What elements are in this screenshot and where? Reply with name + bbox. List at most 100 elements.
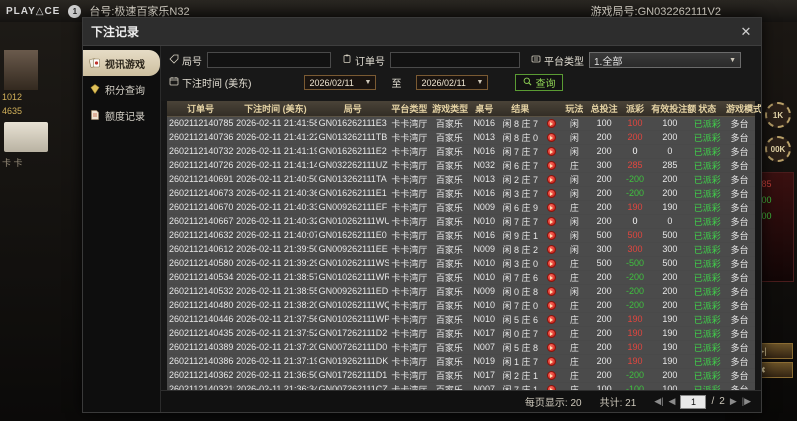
replay-cell[interactable] <box>540 228 562 243</box>
replay-icon[interactable] <box>546 357 556 367</box>
replay-cell[interactable] <box>540 214 562 229</box>
replay-cell[interactable] <box>540 284 562 299</box>
total-bet-cell: 500 <box>587 256 621 271</box>
game-type-cell: 百家乐 <box>430 284 469 299</box>
payout-cell: -200 <box>620 284 650 299</box>
bet-time-cell: 2026-02-11 21:36:50 <box>234 368 317 383</box>
sidebar-item-quota-records[interactable]: 额度记录 <box>83 102 160 128</box>
sidebar-item-points-query[interactable]: 积分查询 <box>83 76 160 102</box>
replay-icon[interactable] <box>546 315 556 325</box>
replay-icon[interactable] <box>546 343 556 353</box>
status-cell: 已派彩 <box>690 228 724 243</box>
replay-cell[interactable] <box>540 382 562 390</box>
valid-bet-cell: 0 <box>649 214 691 229</box>
page-number-input[interactable] <box>680 394 707 409</box>
replay-cell[interactable] <box>540 354 562 369</box>
order-no-input[interactable] <box>390 52 520 68</box>
replay-icon[interactable] <box>546 329 556 339</box>
replay-cell[interactable] <box>540 326 562 341</box>
replay-icon[interactable] <box>546 371 556 381</box>
replay-cell[interactable] <box>540 144 562 159</box>
player-cards <box>4 122 48 152</box>
replay-cell[interactable] <box>540 256 562 271</box>
replay-cell[interactable] <box>540 186 562 201</box>
play-type-cell: 庄 <box>561 340 588 355</box>
platform-cell: 卡卡湾厅 <box>388 298 431 313</box>
total-bet-cell: 500 <box>587 228 621 243</box>
round-no-cell: GN032262111UZ <box>316 158 389 173</box>
replay-icon[interactable] <box>546 203 556 213</box>
date-to-picker[interactable]: 2026/02/11 ▼ <box>416 75 489 90</box>
cards-icon <box>89 57 101 69</box>
game-mode-cell: 多台 <box>723 284 755 299</box>
replay-cell[interactable] <box>540 368 562 383</box>
replay-icon[interactable] <box>546 231 556 241</box>
bet-time-cell: 2026-02-11 21:40:07 <box>234 228 317 243</box>
diamond-icon <box>89 83 101 95</box>
platform-type-select[interactable]: 1.全部 ▼ <box>589 52 741 68</box>
replay-icon[interactable] <box>546 119 556 129</box>
replay-cell[interactable] <box>540 158 562 173</box>
replay-cell[interactable] <box>540 242 562 257</box>
table-row: 2602112140670102026-02-11 21:40:33GN0092… <box>167 200 755 215</box>
replay-icon[interactable] <box>546 133 556 143</box>
round-no-input[interactable] <box>207 52 331 68</box>
table-no-cell: N009 <box>468 284 500 299</box>
replay-cell[interactable] <box>540 116 562 131</box>
replay-icon[interactable] <box>546 385 556 390</box>
table-row: 2602112140435842026-02-11 21:37:52GN0172… <box>167 326 755 341</box>
bet-time-cell: 2026-02-11 21:38:57 <box>234 270 317 285</box>
bet-summary-value-2: 200 <box>756 195 772 205</box>
close-icon[interactable]: ✕ <box>740 24 752 39</box>
first-page-icon[interactable]: ◀| <box>654 396 664 406</box>
replay-cell[interactable] <box>540 172 562 187</box>
replay-icon[interactable] <box>546 147 556 157</box>
replay-icon[interactable] <box>546 273 556 283</box>
bet-time-cell: 2026-02-11 21:39:50 <box>234 242 317 257</box>
chip-1k[interactable]: 1K <box>765 102 791 128</box>
next-page-icon[interactable]: ▶ <box>729 396 737 406</box>
platform-cell: 卡卡湾厅 <box>388 312 431 327</box>
result-cell: 闲 8 庄 2 <box>499 242 541 257</box>
game-mode-cell: 多台 <box>723 382 755 390</box>
replay-cell[interactable] <box>540 340 562 355</box>
game-mode-cell: 多台 <box>723 130 755 145</box>
replay-cell[interactable] <box>540 130 562 145</box>
replay-cell[interactable] <box>540 200 562 215</box>
replay-icon[interactable] <box>546 287 556 297</box>
game-topbar: PLAY△CE 1 台号:极速百家乐N32 游戏局号:GN032262111V2 <box>0 0 797 22</box>
replay-icon[interactable] <box>546 161 556 171</box>
date-from-picker[interactable]: 2026/02/11 ▼ <box>304 75 377 90</box>
last-page-icon[interactable]: |▶ <box>741 396 751 406</box>
replay-icon[interactable] <box>546 301 556 311</box>
replay-cell[interactable] <box>540 312 562 327</box>
table-no-cell: N016 <box>468 116 500 131</box>
platform-cell: 卡卡湾厅 <box>388 340 431 355</box>
round-no-cell: GN010262111WS <box>316 256 389 271</box>
round-no-cell: GN017262111D2 <box>316 326 389 341</box>
order-no-cell: 260211214067010 <box>167 200 235 215</box>
table-row: 2602112140389592026-02-11 21:37:20GN0072… <box>167 340 755 355</box>
bet-time-cell: 2026-02-11 21:41:58 <box>234 116 317 131</box>
platform-type-label: 平台类型 <box>531 53 584 68</box>
chip-100k[interactable]: 00K <box>765 136 791 162</box>
game-type-cell: 百家乐 <box>430 256 469 271</box>
replay-icon[interactable] <box>546 259 556 269</box>
bet-time-cell: 2026-02-11 21:37:52 <box>234 326 317 341</box>
table-row: 2602112140632102026-02-11 21:40:07GN0162… <box>167 228 755 243</box>
game-type-cell: 百家乐 <box>430 144 469 159</box>
query-button[interactable]: 查询 <box>515 74 564 91</box>
sidebar-item-video-games[interactable]: 视讯游戏 <box>83 50 160 76</box>
replay-cell[interactable] <box>540 270 562 285</box>
replay-icon[interactable] <box>546 175 556 185</box>
table-row: 2602112140691282026-02-11 21:40:50GN0132… <box>167 172 755 187</box>
prev-page-icon[interactable]: ◀ <box>668 396 676 406</box>
payout-cell: 190 <box>620 354 650 369</box>
replay-icon[interactable] <box>546 245 556 255</box>
table-row: 2602112140532712026-02-11 21:38:55GN0092… <box>167 284 755 299</box>
replay-cell[interactable] <box>540 298 562 313</box>
replay-icon[interactable] <box>546 189 556 199</box>
table-no-cell: N013 <box>468 172 500 187</box>
table-row: 2602112140580672026-02-11 21:39:29GN0102… <box>167 256 755 271</box>
replay-icon[interactable] <box>546 217 556 227</box>
